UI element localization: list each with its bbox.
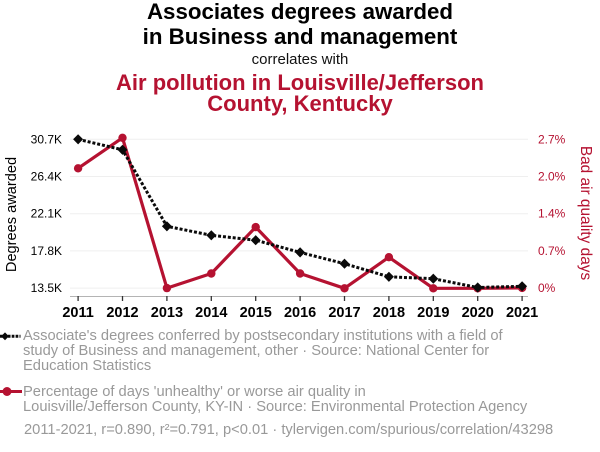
svg-text:2012: 2012 [106,305,138,321]
svg-text:2.7%: 2.7% [538,132,566,146]
svg-text:2021: 2021 [506,305,538,321]
svg-text:2016: 2016 [284,305,316,321]
svg-text:0%: 0% [538,281,556,295]
svg-text:2014: 2014 [195,305,227,321]
svg-text:2019: 2019 [417,305,449,321]
svg-text:2013: 2013 [151,305,183,321]
svg-text:17.8K: 17.8K [31,244,62,258]
svg-text:2015: 2015 [240,305,272,321]
svg-text:2018: 2018 [373,305,405,321]
svg-text:2.0%: 2.0% [538,170,566,184]
svg-text:22.1K: 22.1K [31,207,62,221]
svg-text:2020: 2020 [462,305,494,321]
svg-text:Bad air quality days: Bad air quality days [577,146,594,281]
svg-text:0.7%: 0.7% [538,244,566,258]
svg-text:2017: 2017 [328,305,360,321]
svg-text:30.7K: 30.7K [31,132,62,146]
svg-text:Degrees awarded: Degrees awarded [4,157,20,272]
svg-text:1.4%: 1.4% [538,207,566,221]
svg-text:2011: 2011 [62,305,93,321]
svg-text:13.5K: 13.5K [31,281,62,295]
svg-text:26.4K: 26.4K [31,170,62,184]
